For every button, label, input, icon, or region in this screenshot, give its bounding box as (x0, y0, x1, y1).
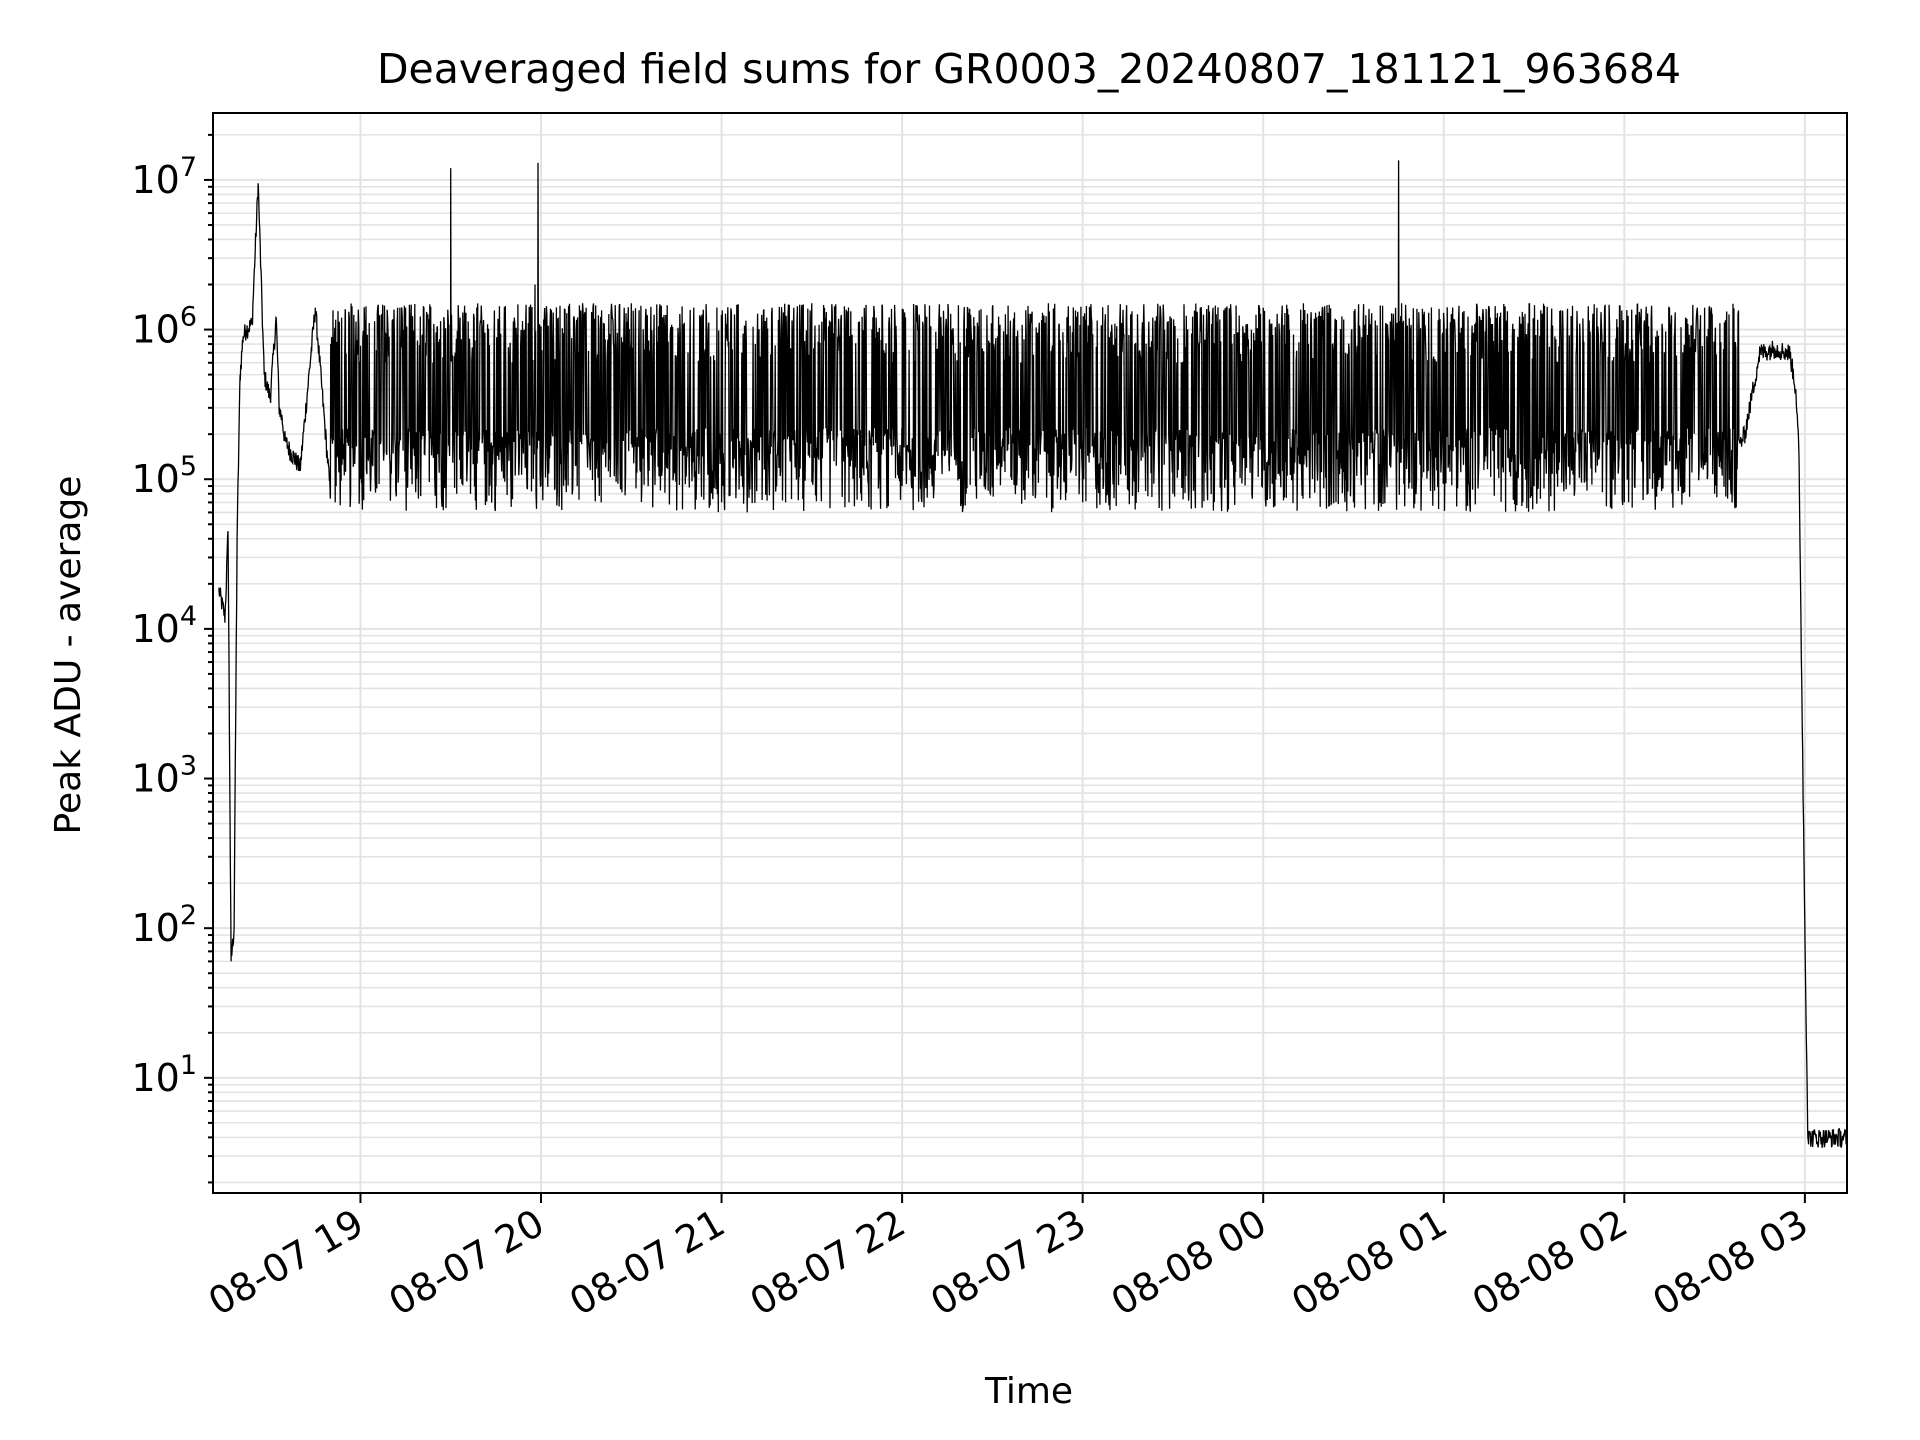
y-tick-label: 106 (131, 302, 197, 352)
y-tick-exponent: 1 (180, 1050, 197, 1081)
y-tick-base: 10 (131, 757, 179, 801)
y-tick-exponent: 7 (180, 152, 197, 183)
y-tick-base: 10 (131, 906, 179, 950)
y-tick-label: 104 (131, 601, 197, 651)
grid (213, 113, 1847, 1193)
y-tick-label: 105 (131, 451, 197, 501)
series-line (218, 160, 1848, 1148)
y-tick-base: 10 (131, 457, 179, 501)
y-tick-exponent: 3 (180, 751, 197, 782)
y-tick-label: 102 (131, 900, 197, 950)
y-tick-base: 10 (131, 1056, 179, 1100)
y-tick-exponent: 6 (180, 302, 197, 333)
x-axis-label: Time (984, 1371, 1073, 1412)
y-tick-label: 101 (131, 1050, 197, 1100)
y-tick-base: 10 (131, 158, 179, 202)
y-axis-label: Peak ADU - average (48, 476, 89, 835)
y-tick-label: 107 (131, 152, 197, 202)
series-line-group (218, 160, 1848, 1148)
y-tick-base: 10 (131, 607, 179, 651)
y-tick-exponent: 2 (180, 900, 197, 931)
y-tick-exponent: 5 (180, 451, 197, 482)
y-tick-label: 103 (131, 751, 197, 801)
chart-title: Deaveraged field sums for GR0003_2024080… (377, 45, 1681, 93)
y-tick-base: 10 (131, 308, 179, 352)
y-tick-exponent: 4 (180, 601, 197, 632)
